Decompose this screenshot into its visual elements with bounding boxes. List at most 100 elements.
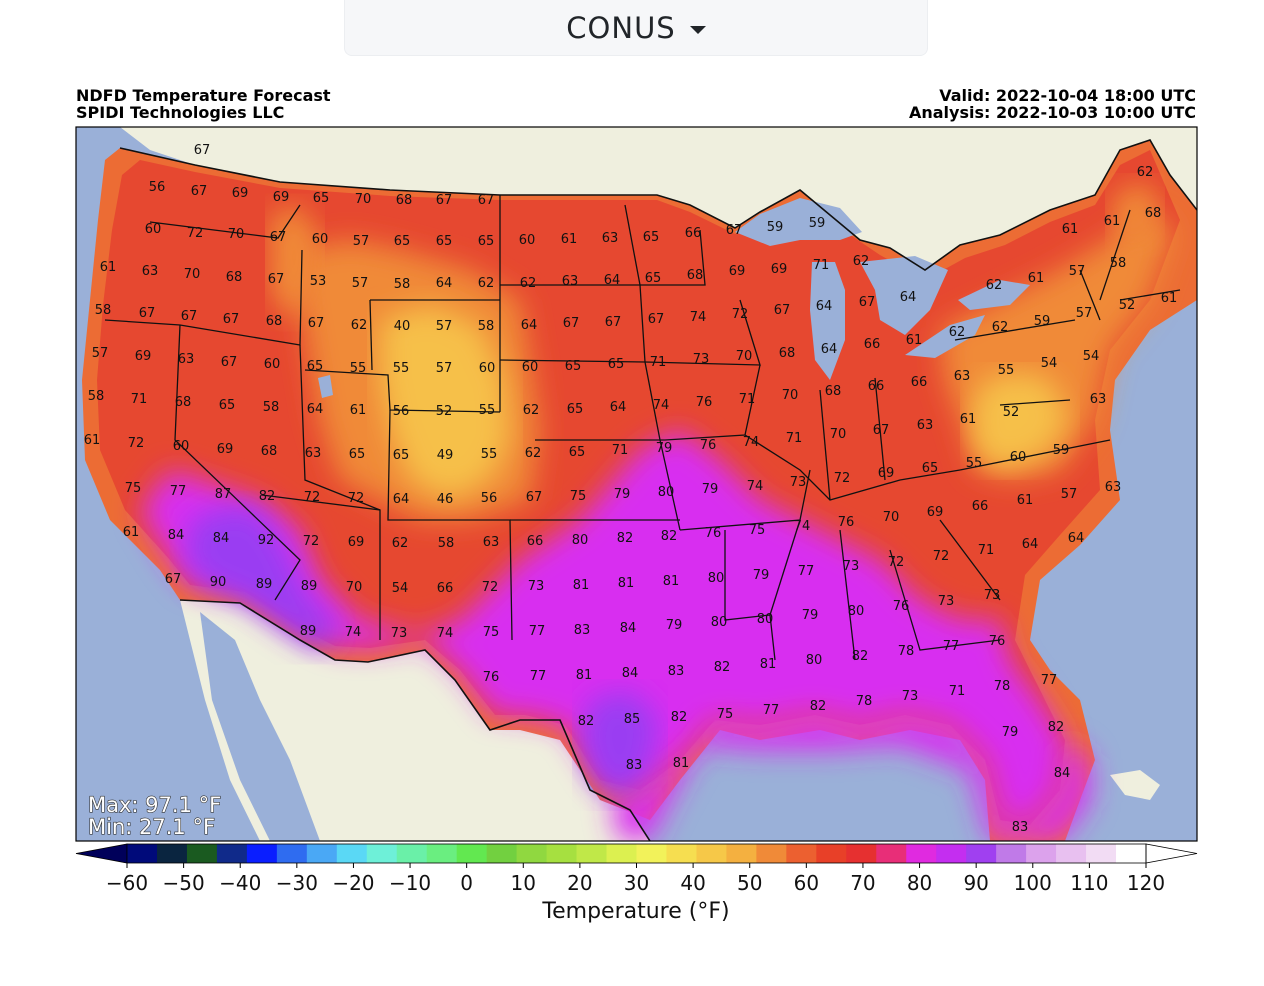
temperature-label: 65 <box>922 461 939 476</box>
temperature-label: 61 <box>84 433 101 448</box>
colorbar-swatch <box>786 844 817 863</box>
temperature-label: 76 <box>696 395 713 410</box>
temperature-label: 67 <box>526 490 543 505</box>
temperature-label: 56 <box>393 404 410 419</box>
temperature-label: 75 <box>483 625 500 640</box>
colorbar-swatch <box>516 844 547 863</box>
temperature-label: 67 <box>605 315 622 330</box>
temperature-label: 76 <box>705 526 722 541</box>
temperature-label: 60 <box>1010 450 1027 465</box>
temperature-label: 63 <box>602 231 619 246</box>
temperature-label: 63 <box>917 418 934 433</box>
temperature-label: 82 <box>810 699 827 714</box>
colorbar-swatch <box>816 844 847 863</box>
southern-warm <box>140 430 1065 825</box>
colorbar-tick-label: 90 <box>963 871 988 895</box>
colorbar-swatch <box>936 844 967 863</box>
temperature-label: 67 <box>859 295 876 310</box>
temperature-label: 64 <box>307 402 324 417</box>
temperature-label: 62 <box>853 254 870 269</box>
colorbar-swatch <box>246 844 278 863</box>
temperature-label: 67 <box>221 355 238 370</box>
colorbar-swatch <box>546 844 577 863</box>
colorbar-tick-label: 120 <box>1127 871 1165 895</box>
great-salt-lake <box>318 375 333 398</box>
temperature-label: 58 <box>438 536 455 551</box>
temperature-label: 54 <box>1083 349 1100 364</box>
temperature-label: 63 <box>1090 392 1107 407</box>
temperature-label: 69 <box>232 186 249 201</box>
colorbar-swatch <box>636 844 667 863</box>
temperature-label: 66 <box>868 379 885 394</box>
temperature-label: 60 <box>519 233 536 248</box>
temperature-label: 72 <box>888 555 905 570</box>
temperature-label: 64 <box>521 318 538 333</box>
temperature-label: 81 <box>663 574 680 589</box>
colorbar-swatch <box>306 844 338 863</box>
temperature-label: 66 <box>685 226 702 241</box>
colorbar-overflow <box>1145 843 1198 864</box>
colorbar-ticks: −60 −50 −40 −30 −20 −10 0 10 20 30 40 50 60 70 80 90 100… <box>106 863 1165 895</box>
gulf-of-california <box>200 612 320 841</box>
temperature-label: 68 <box>779 346 796 361</box>
temperature-label: 75 <box>717 707 734 722</box>
temperature-label: 60 <box>145 222 162 237</box>
temperature-label: 72 <box>482 580 499 595</box>
colorbar-swatch <box>426 844 458 863</box>
temperature-label: 62 <box>1137 165 1154 180</box>
temperature-label: 74 <box>690 310 707 325</box>
temperature-label: 60 <box>264 357 281 372</box>
temperature-label: 68 <box>1145 206 1162 221</box>
temperature-label: 79 <box>753 568 770 583</box>
colorbar-tick-label: 20 <box>567 871 592 895</box>
temperature-label: 74 <box>743 435 760 450</box>
caret-down-icon[interactable] <box>689 25 706 34</box>
analysis-time: Analysis: 2022-10-03 10:00 UTC <box>908 103 1196 122</box>
colorbar-tick-label: 30 <box>624 871 649 895</box>
temperature-label: 54 <box>392 581 409 596</box>
temperature-label: 68 <box>396 193 413 208</box>
temperature-label: 67 <box>436 193 453 208</box>
temperature-label: 77 <box>763 703 780 718</box>
temperature-label: 65 <box>645 271 662 286</box>
colorbar-underflow <box>75 843 128 864</box>
temperature-label: 54 <box>1041 356 1058 371</box>
temperature-label: 67 <box>194 143 211 158</box>
temperature-label: 73 <box>391 626 408 641</box>
temperature-label: 70 <box>782 388 799 403</box>
region-selector[interactable]: CONUS <box>344 0 928 56</box>
temperature-label: 67 <box>270 230 287 245</box>
colorbar-tick-label: −30 <box>276 871 318 895</box>
temperature-label: 79 <box>666 618 683 633</box>
temperature-label: 79 <box>702 482 719 497</box>
temperature-label: 67 <box>191 184 208 199</box>
temperature-label: 64 <box>610 400 627 415</box>
temperature-label: 80 <box>757 612 774 627</box>
temperature-label: 63 <box>954 369 971 384</box>
temperature-label: 61 <box>906 333 923 348</box>
temperature-label: 64 <box>393 492 410 507</box>
temperature-label: 79 <box>656 441 673 456</box>
colorbar-swatch <box>1026 844 1057 863</box>
colorbar-swatch <box>876 844 907 863</box>
temperature-label: 70 <box>883 510 900 525</box>
temperature-label: 57 <box>1076 306 1093 321</box>
temperature-label: 58 <box>394 277 411 292</box>
temperature-label: 72 <box>304 490 321 505</box>
colorbar-tick-label: 100 <box>1014 871 1052 895</box>
colorbar-swatch <box>576 844 607 863</box>
temperature-label: 81 <box>760 657 777 672</box>
lake-huron <box>860 256 948 335</box>
temperature-label: 66 <box>437 581 454 596</box>
temperature-label: 82 <box>578 714 595 729</box>
temperature-label: 72 <box>834 471 851 486</box>
temperature-label: 70 <box>184 267 201 282</box>
temperature-label: 61 <box>960 412 977 427</box>
map-title-block: NDFD Temperature Forecast SPIDI Technolo… <box>76 87 331 121</box>
temperature-label: 82 <box>617 531 634 546</box>
colorbar-swatch <box>666 844 697 863</box>
temperature-label: 75 <box>125 481 142 496</box>
temperature-label: 62 <box>525 446 542 461</box>
temperature-label: 83 <box>626 758 643 773</box>
colorbar-tick-label: 60 <box>794 871 819 895</box>
